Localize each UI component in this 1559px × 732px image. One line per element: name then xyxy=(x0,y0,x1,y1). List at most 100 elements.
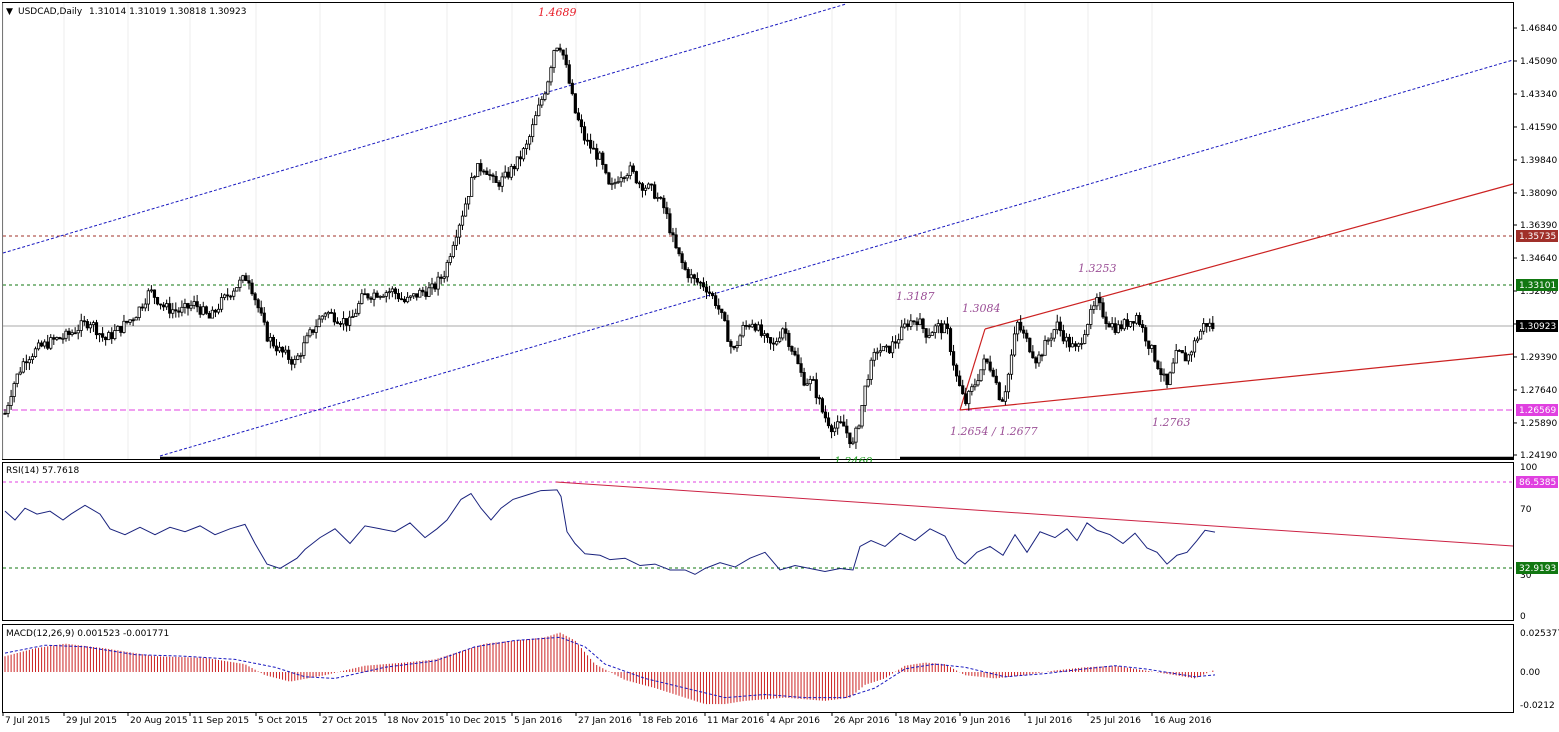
candle xyxy=(982,354,986,376)
rsi-line xyxy=(4,489,1216,575)
candle xyxy=(161,302,166,311)
candle xyxy=(485,167,489,175)
time-tick-label: 25 Jul 2016 xyxy=(1090,716,1141,726)
candle xyxy=(869,357,873,385)
candle xyxy=(650,183,654,191)
candle xyxy=(64,328,68,342)
price-tick-label: 1.25890 xyxy=(1520,419,1557,429)
tag-resistance-2-bg xyxy=(1516,279,1558,291)
candle xyxy=(1089,304,1093,330)
candle xyxy=(451,241,455,259)
candle xyxy=(58,336,62,340)
candle xyxy=(707,285,712,297)
candle xyxy=(543,91,547,102)
candle xyxy=(262,307,266,326)
candle xyxy=(857,424,861,430)
candle xyxy=(653,181,657,200)
rsi-axis-0: 0 xyxy=(1520,612,1526,622)
candle xyxy=(268,332,272,349)
candle xyxy=(439,274,443,285)
candle xyxy=(878,343,882,357)
candle xyxy=(73,327,77,335)
rsi-tag-lower-bg xyxy=(1516,562,1558,574)
chart-collapse-icon[interactable]: ▼ xyxy=(6,7,13,17)
candle xyxy=(567,59,571,85)
candle xyxy=(1000,397,1004,402)
candle xyxy=(442,270,446,283)
candle xyxy=(1211,316,1215,332)
candle xyxy=(476,163,480,178)
candle xyxy=(741,321,745,338)
candle xyxy=(213,308,218,318)
candle xyxy=(732,345,736,351)
candle xyxy=(433,281,437,292)
candle xyxy=(1095,293,1099,311)
candle xyxy=(671,227,675,243)
candle xyxy=(683,260,687,271)
rsi-tag-lower: 32.9193 xyxy=(1519,564,1556,574)
candle xyxy=(323,311,327,321)
candle xyxy=(927,328,931,339)
candle xyxy=(677,247,681,257)
candle xyxy=(833,421,837,436)
time-tick-label: 11 Mar 2016 xyxy=(707,716,764,726)
macd-title: MACD(12,26,9) 0.001523 -0.001771 xyxy=(6,629,169,639)
candle xyxy=(698,280,703,289)
candle xyxy=(1009,349,1014,380)
candle xyxy=(27,356,32,370)
candle xyxy=(238,276,242,292)
candle xyxy=(171,302,175,319)
candle xyxy=(317,314,321,328)
candle xyxy=(412,293,416,299)
candle xyxy=(622,176,626,183)
candle xyxy=(948,326,953,356)
candle xyxy=(491,172,495,184)
candle xyxy=(826,412,831,429)
annotation-low-2: 1.2763 xyxy=(1152,416,1191,429)
candle xyxy=(576,107,581,122)
candle xyxy=(836,415,840,435)
candle xyxy=(399,292,404,301)
candle xyxy=(1156,359,1160,371)
candle xyxy=(1153,344,1157,363)
candle xyxy=(1150,344,1154,353)
candle xyxy=(1128,321,1133,328)
candle xyxy=(1107,321,1111,328)
macd-axis-bottom: -0.0212 xyxy=(1520,701,1555,711)
candle xyxy=(241,274,245,284)
candle xyxy=(405,292,410,304)
candle xyxy=(479,159,483,176)
candle xyxy=(387,287,391,300)
candle xyxy=(640,181,645,198)
candle xyxy=(1195,336,1200,344)
candle xyxy=(589,133,593,154)
candle xyxy=(24,354,28,371)
candle xyxy=(235,287,239,292)
channel-upper xyxy=(2,3,847,254)
candle xyxy=(674,227,678,250)
tag-support-1: 1.26569 xyxy=(1519,406,1556,416)
candle xyxy=(244,272,248,282)
candle xyxy=(180,300,184,317)
candle xyxy=(302,335,306,359)
time-tick-label: 5 Jan 2016 xyxy=(514,716,562,726)
tag-resistance-1: 1.35735 xyxy=(1519,232,1556,242)
candle xyxy=(701,277,706,291)
candle xyxy=(189,300,193,312)
candle xyxy=(1064,333,1068,348)
candle xyxy=(265,320,269,343)
ohlc-readout: 1.31014 1.31019 1.30818 1.30923 xyxy=(89,7,246,17)
price-tick-label: 1.32890 xyxy=(1520,287,1557,297)
candle xyxy=(55,336,59,341)
candle xyxy=(903,318,907,329)
candle xyxy=(1055,314,1059,335)
candle xyxy=(1003,385,1008,406)
candle xyxy=(970,383,974,396)
candle xyxy=(1049,332,1053,348)
candle xyxy=(1022,325,1026,339)
candle xyxy=(470,172,474,197)
candle xyxy=(226,288,230,301)
time-tick-label: 9 Jun 2016 xyxy=(962,716,1011,726)
candle xyxy=(195,294,199,313)
candle xyxy=(1080,337,1084,350)
